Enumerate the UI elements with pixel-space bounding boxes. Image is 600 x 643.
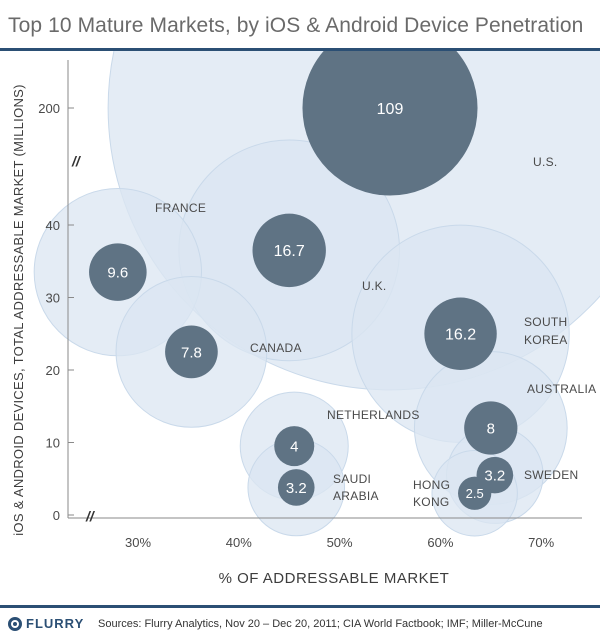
y-axis-break: // xyxy=(71,153,82,169)
country-label: NETHERLANDS xyxy=(327,408,420,422)
flurry-logo: FLURRY xyxy=(8,616,84,631)
device-count-label: 9.6 xyxy=(107,265,128,282)
sources-note: Sources: Flurry Analytics, Nov 20 – Dec … xyxy=(98,618,543,630)
country-label: AUSTRALIA xyxy=(527,382,596,396)
device-bubble xyxy=(464,401,518,455)
x-tick-label: 40% xyxy=(226,535,252,550)
footer-divider xyxy=(0,605,600,608)
title-divider xyxy=(0,48,600,51)
x-tick-label: 50% xyxy=(327,535,353,550)
device-bubble xyxy=(277,469,315,506)
device-count-label: 3.2 xyxy=(484,468,505,485)
bubble-chart: 0 10 20 30 40 200 30% 40% 50% 60% 70% // // 109 16.7 16… xyxy=(11,51,600,587)
country-label: KONG xyxy=(413,495,450,509)
device-count-label: 4 xyxy=(290,439,298,456)
device-bubble xyxy=(89,243,147,301)
device-count-label: 3.2 xyxy=(286,480,307,497)
chart-title: Top 10 Mature Markets, by iOS & Android … xyxy=(8,14,584,37)
country-label: KOREA xyxy=(524,333,568,347)
device-count-label: 2.5 xyxy=(466,486,484,501)
device-bubble xyxy=(424,297,497,370)
x-tick-label: 60% xyxy=(427,535,453,550)
device-count-label: 16.2 xyxy=(445,327,476,344)
y-tick-label: 200 xyxy=(38,101,60,116)
device-bubble xyxy=(458,476,492,510)
country-label: FRANCE xyxy=(155,201,206,215)
y-tick-label: 0 xyxy=(53,508,60,523)
x-axis-break: // xyxy=(85,508,96,524)
country-label: U.S. xyxy=(533,155,558,169)
footer: FLURRY Sources: Flurry Analytics, Nov 20… xyxy=(0,608,600,643)
y-tick-label: 30 xyxy=(46,291,60,306)
device-count-label: 7.8 xyxy=(181,344,202,361)
y-tick-label: 40 xyxy=(46,218,60,233)
device-bubble xyxy=(274,426,315,467)
device-count-label: 16.7 xyxy=(274,243,305,260)
country-label: HONG xyxy=(413,478,450,492)
y-tick-label: 10 xyxy=(46,436,60,451)
brand-name: FLURRY xyxy=(26,616,85,631)
device-bubble xyxy=(252,213,326,288)
device-count-label: 109 xyxy=(377,101,404,118)
country-label: SOUTH xyxy=(524,315,568,329)
x-axis-title: % OF ADDRESSABLE MARKET xyxy=(219,570,450,587)
x-tick-label: 30% xyxy=(125,535,151,550)
country-label: ARABIA xyxy=(333,489,379,503)
y-tick-label: 20 xyxy=(46,363,60,378)
y-axis-title: iOS & ANDROID DEVICES, TOTAL ADDRESSABLE… xyxy=(11,84,26,536)
device-bubble xyxy=(302,51,478,196)
country-label: U.K. xyxy=(362,279,387,293)
country-label: SAUDI xyxy=(333,472,371,486)
country-label: SWEDEN xyxy=(524,468,578,482)
x-tick-label: 70% xyxy=(528,535,554,550)
flurry-logo-icon xyxy=(8,616,22,631)
device-count-label: 8 xyxy=(487,420,495,437)
country-label: CANADA xyxy=(250,341,302,355)
device-bubble xyxy=(165,325,218,379)
